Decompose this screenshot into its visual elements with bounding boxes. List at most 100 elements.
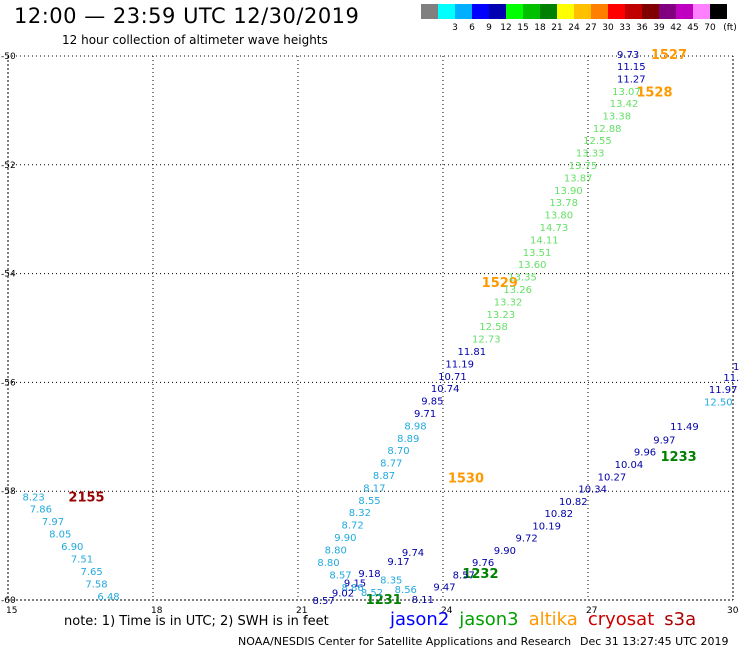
wave-height-value: 10.19 [532,521,561,532]
wave-height-value: 8.77 [380,458,402,469]
wave-height-value: 8.55 [358,496,380,507]
wave-height-value: 7.51 [71,555,93,566]
satellite-name: jason3 [459,609,519,630]
wave-height-value: 11.3 [723,373,740,384]
wave-height-value: 11.19 [445,359,474,370]
wave-height-value: 8.86 [342,583,364,594]
legend-swatch [710,4,727,19]
wave-height-value: 8.57 [329,570,351,581]
wave-height-value: 13.26 [503,285,532,296]
wave-height-value: 9.18 [358,569,380,580]
wave-height-value: 9.47 [433,582,455,593]
legend-swatch [642,4,659,19]
legend-label: 6 [469,23,475,33]
x-tick-label: 15 [6,606,17,616]
legend-unit: (ft) [723,23,737,33]
wave-height-value: 12.88 [593,124,622,135]
wave-height-value: 13.75 [569,161,598,172]
legend-swatch [489,4,506,19]
wave-height-value: 8.56 [395,585,417,596]
wave-height-value: 13.07 [612,87,641,98]
pass-number-label: 2155 [68,491,104,506]
wave-height-value: 8.98 [404,421,426,432]
legend-swatch [455,4,472,19]
wave-height-value: 13.51 [523,248,552,259]
wave-height-value: 11.81 [458,347,487,358]
wave-height-value: 9.71 [414,409,436,420]
wave-height-value: 13.60 [518,260,547,271]
wave-height-value: 9.15 [344,579,366,590]
legend-label: 9 [486,23,492,33]
wave-height-value: 8.72 [342,520,364,531]
legend-swatch [540,4,557,19]
wave-height-value: 14.73 [540,223,569,234]
legend-label: 24 [568,23,580,33]
wave-height-value: 9.90 [334,533,356,544]
wave-height-value: 9.90 [494,546,516,557]
wave-height-value: 8.70 [387,446,409,457]
wave-height-value: 10.82 [545,509,574,520]
pass-number-label: 1233 [661,450,697,465]
legend-label: 36 [636,23,648,33]
legend-swatch [625,4,642,19]
legend-swatch [693,4,710,19]
page-subtitle: 12 hour collection of altimeter wave hei… [62,33,328,47]
wave-height-value: 7.86 [30,505,52,516]
wave-height-value: 10.71 [438,372,467,383]
footer-note: note: 1) Time is in UTC; 2) SWH is in fe… [64,614,329,629]
y-tick-label: -54 [1,270,16,280]
wave-height-value: 13.42 [610,99,639,110]
legend-label: 30 [602,23,614,33]
legend-swatch [676,4,693,19]
y-tick-label: -58 [1,487,16,497]
wave-height-value: 13.78 [549,198,578,209]
wave-height-value: 6.48 [97,592,119,603]
legend-swatch [523,4,540,19]
wave-height-value: 11.49 [670,422,699,433]
wave-height-value: 11.15 [617,62,646,73]
plot-frame [7,55,734,601]
wave-height-value: 7.97 [42,517,64,528]
wave-height-value: 8.32 [349,508,371,519]
legend-swatch [506,4,523,19]
y-tick-label: -52 [1,161,16,171]
x-tick-label: 27 [586,606,597,616]
legend-label: 3 [452,23,458,33]
wave-height-value: 8.57 [453,570,475,581]
wave-height-value: 8.17 [363,483,385,494]
wave-height-value: 12.73 [472,334,501,345]
wave-height-value: 8.89 [397,434,419,445]
x-tick-label: 18 [151,606,163,616]
satellite-name: s3a [664,609,697,630]
legend-label: 12 [500,23,512,33]
legend-swatch [608,4,625,19]
legend-label: 45 [687,23,699,33]
legend-label: 27 [585,23,597,33]
footer-timestamp: Dec 31 13:27:45 UTC 2019 [580,635,729,648]
wave-height-value: 13.35 [508,272,537,283]
wave-height-value: 10.74 [431,384,460,395]
legend-label: 21 [551,23,563,33]
legend-label: 33 [619,23,631,33]
satellite-name: cryosat [587,609,655,630]
pass-number-label: 1529 [482,276,518,291]
legend-label: 70 [704,23,716,33]
y-tick-label: -60 [1,596,16,606]
wave-height-value: 10.82 [559,497,588,508]
wave-height-value: 12.55 [583,136,612,147]
page-title: 12:00 — 23:59 UTC 12/30/2019 [14,4,360,28]
pass-number-label: 1527 [651,48,687,63]
wave-height-value: 11.27 [617,74,646,85]
wave-height-value: 7.58 [85,580,107,591]
legend-swatch [557,4,574,19]
legend-label: 15 [517,23,529,33]
footer-credit: NOAA/NESDIS Center for Satellite Applica… [238,635,572,648]
wave-height-value: 9.74 [402,548,424,559]
wave-height-value: 11.97 [709,385,738,396]
legend-swatch [438,4,455,19]
wave-height-value: 13.33 [576,148,605,159]
wave-height-value: 14.11 [530,235,559,246]
satellite-name: jason2 [390,609,450,630]
x-tick-label: 21 [296,606,307,616]
